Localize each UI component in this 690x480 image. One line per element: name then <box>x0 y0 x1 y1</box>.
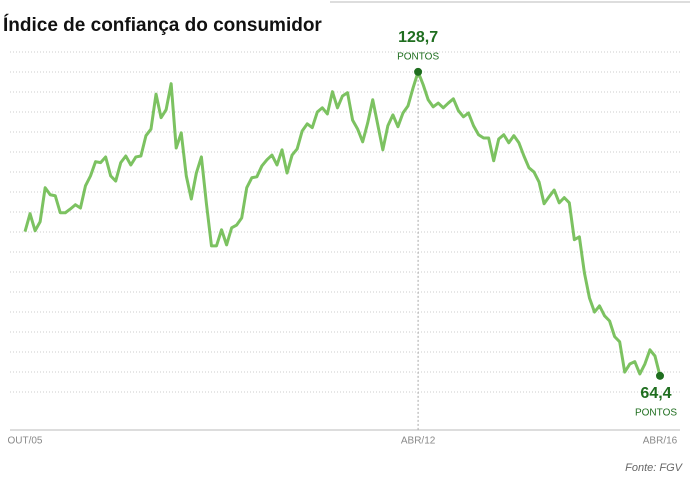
value-unit: PONTOS <box>635 407 677 418</box>
chart-title: Índice de confiança do consumidor <box>3 14 322 36</box>
x-tick-label: ABR/12 <box>401 436 436 447</box>
highlight-point <box>414 67 423 76</box>
x-tick-label: ABR/16 <box>643 436 678 447</box>
line <box>23 70 662 377</box>
x-tick-label: OUT/05 <box>7 436 42 447</box>
highlight-point <box>656 371 664 380</box>
source: Fonte: FGV <box>625 462 684 474</box>
value-unit: PONTOS <box>397 51 439 62</box>
grid <box>10 51 680 393</box>
value-label: 128,7 <box>398 29 438 46</box>
value-label: 64,4 <box>640 385 671 402</box>
